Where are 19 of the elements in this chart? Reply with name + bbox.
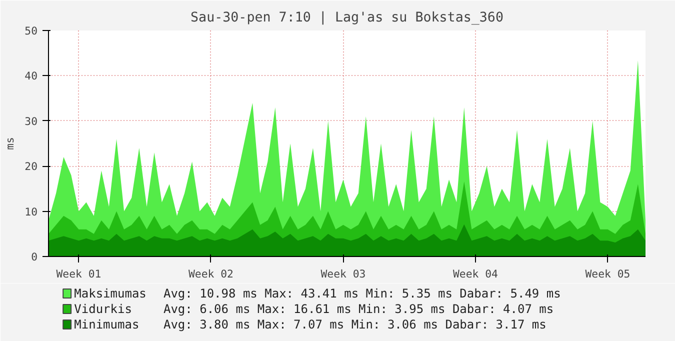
- x-tick-label: Week 02: [188, 268, 234, 280]
- text: Avg: 10.98 ms Max: 43.41 ms Min: 5.35 ms Dabar: 5.49 ms: [163, 286, 561, 300]
- x-tick-label: Week 05: [585, 268, 630, 280]
- legend-label: Minimumas: [74, 318, 140, 332]
- x-tick-label: Week 03: [320, 268, 366, 280]
- y-tick-label: 50: [24, 24, 38, 38]
- y-tick-label: 20: [24, 160, 38, 174]
- y-tick-label: 10: [24, 205, 38, 218]
- x-tick-label: Week 04: [453, 268, 498, 280]
- y-tick-label: 40: [24, 70, 38, 83]
- y-tick-label: 0: [31, 250, 38, 264]
- text: Avg: 6.06 ms Max: 16.61 ms Min: 3.95 ms Dabar: 4.07 ms: [163, 302, 554, 316]
- y-tick-label: 30: [24, 114, 38, 128]
- chart-title: Sau-30-pen 7:10 | Lag'as su Bokstas_360: [190, 10, 504, 26]
- y-axis-title: ms: [4, 137, 17, 150]
- legend-label: Vidurkis: [74, 302, 132, 316]
- x-tick-label: Week 01: [56, 268, 102, 280]
- legend-label: Maksimumas: [74, 286, 146, 300]
- text: Avg: 3.80 ms Max: 7.07 ms Min: 3.06 ms Dabar: 3.17 ms: [163, 318, 546, 332]
